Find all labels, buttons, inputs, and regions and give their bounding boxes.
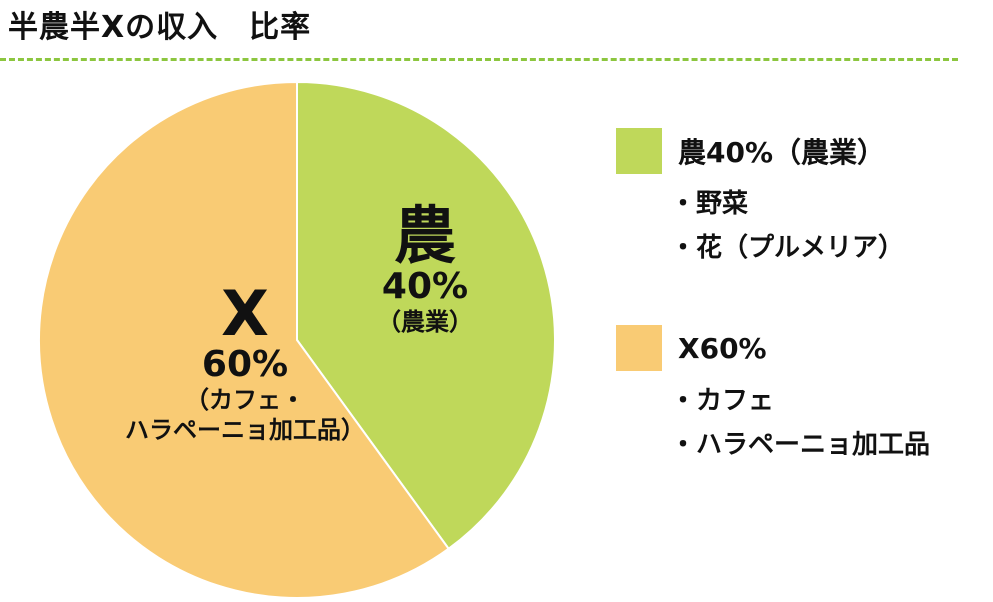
slice-x-percent-label: 60% xyxy=(201,344,289,385)
legend-items-x: カフェ ハラペーニョ加工品 xyxy=(616,379,930,467)
slice-x-sub-label-2: ハラペーニョ加工品） xyxy=(125,416,365,444)
slice-x-main-label: X xyxy=(221,277,269,350)
slice-x-sub-label-1: （カフェ・ xyxy=(185,386,305,414)
legend-entry-noh: 農40%（農業） 野菜 花（プルメリア） xyxy=(616,128,904,270)
slice-noh-main-label: 農 xyxy=(393,199,456,272)
legend-item: カフェ xyxy=(670,379,930,423)
legend-entry-x: X60% カフェ ハラペーニョ加工品 xyxy=(616,325,930,467)
legend-title-x: X60% xyxy=(678,331,767,365)
legend-swatch-noh xyxy=(616,128,662,174)
legend-item: ハラペーニョ加工品 xyxy=(670,423,930,467)
pie-slice-x xyxy=(38,80,451,599)
legend-item: 野菜 xyxy=(670,182,904,226)
legend-title-noh: 農40%（農業） xyxy=(678,136,886,169)
pie-slice-noh xyxy=(296,80,556,551)
title-divider xyxy=(0,58,958,61)
legend-swatch-x xyxy=(616,325,662,371)
slice-noh-sub-label: （農業） xyxy=(377,308,473,336)
slice-label-noh: 農 40% （農業） xyxy=(360,205,490,337)
chart-title: 半農半Xの収入 比率 xyxy=(8,10,312,45)
slice-label-x: X 60% （カフェ・ ハラペーニョ加工品） xyxy=(95,283,395,445)
legend-item: 花（プルメリア） xyxy=(670,226,904,270)
slice-noh-percent-label: 40% xyxy=(381,266,469,307)
legend-items-noh: 野菜 花（プルメリア） xyxy=(616,182,904,270)
